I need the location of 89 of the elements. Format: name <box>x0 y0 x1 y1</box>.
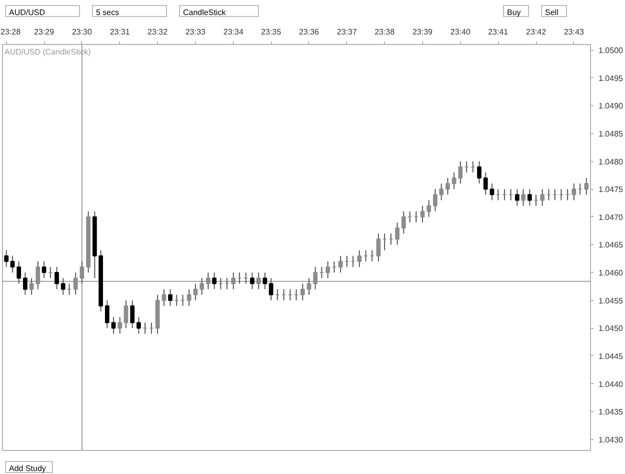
x-tick-label: 23:34 <box>223 28 244 36</box>
x-tick-label: 23:38 <box>374 28 396 36</box>
text: AUD/USD <box>9 7 46 18</box>
candlestick <box>36 260 40 290</box>
text: Sell <box>545 7 558 18</box>
candlestick <box>23 272 28 296</box>
y-tick-label: 1.0435 <box>598 408 624 417</box>
candlestick <box>206 272 210 290</box>
candlestick <box>60 278 66 296</box>
y-tick-label: 1.0490 <box>598 102 624 111</box>
text: Add Study <box>9 463 46 474</box>
candlestick <box>168 288 172 306</box>
candlestick <box>29 278 34 296</box>
y-tick-label: 1.0440 <box>598 380 624 389</box>
candlestick <box>357 250 362 268</box>
candlestick <box>256 272 261 290</box>
candlestick <box>130 300 135 329</box>
candlestick <box>514 188 520 206</box>
x-tick-label: 23:41 <box>488 28 509 36</box>
candlestick <box>527 188 532 206</box>
candlestick <box>268 278 274 301</box>
candlestick <box>483 172 488 196</box>
candlestick <box>306 278 312 296</box>
y-tick-label: 1.0465 <box>598 240 624 250</box>
y-tick-label: 1.0495 <box>598 74 624 83</box>
candlestick <box>73 272 78 296</box>
candlestick <box>300 283 305 301</box>
candlestick <box>10 255 15 274</box>
candlestick <box>42 260 46 279</box>
x-tick-label: 23:32 <box>148 28 168 36</box>
candlestick <box>250 272 254 290</box>
candlestick <box>193 283 198 301</box>
x-tick-label: 23:29 <box>34 28 55 36</box>
candlestick <box>118 316 122 334</box>
candlestick <box>458 160 463 184</box>
y-tick-label: 1.0475 <box>598 185 624 194</box>
candlestick <box>200 278 204 296</box>
candlestick <box>401 210 406 234</box>
y-tick-label: 1.0450 <box>598 324 624 334</box>
candlestick <box>452 172 456 190</box>
y-tick-label: 1.0455 <box>598 296 624 306</box>
candlestick <box>136 316 141 334</box>
y-tick-label: 1.0480 <box>598 157 624 166</box>
x-tick-label: 23:35 <box>261 28 282 36</box>
y-tick-label: 1.0470 <box>598 212 624 222</box>
candlestick <box>326 260 330 279</box>
text: 5 secs <box>96 7 120 18</box>
y-tick-label: 1.0500 <box>598 46 624 56</box>
candlestick <box>186 288 192 306</box>
candlestick <box>54 266 59 290</box>
candlestick <box>540 188 545 206</box>
x-tick-label: 23:39 <box>412 28 434 36</box>
text: Buy <box>507 7 521 18</box>
x-tick-label: 23:31 <box>110 28 130 36</box>
candlestick <box>104 300 110 329</box>
candlestick <box>231 272 236 290</box>
candlestick <box>313 266 318 290</box>
candlestick <box>572 183 576 201</box>
candlestick <box>338 255 343 274</box>
candlestick <box>80 260 84 284</box>
candlestick <box>111 316 116 334</box>
candlestick <box>420 205 425 223</box>
candlestick <box>262 272 268 290</box>
x-tick-label: 23:43 <box>564 28 584 36</box>
candlestick <box>584 177 589 196</box>
candlestick <box>426 200 432 218</box>
x-tick-label: 23:40 <box>450 28 471 36</box>
candlestick <box>395 222 400 246</box>
candlestick <box>490 183 494 201</box>
candlestick <box>376 233 381 262</box>
x-tick-label: 23:36 <box>298 28 320 36</box>
x-tick-label: 23:28 <box>0 28 22 36</box>
x-tick-label: 23:33 <box>185 28 206 36</box>
candlestick <box>477 160 482 184</box>
y-tick-label: 1.0445 <box>598 352 624 361</box>
x-tick-label: 23:37 <box>336 28 358 36</box>
candlestick <box>212 272 216 290</box>
candlestick <box>4 250 9 268</box>
candlestick <box>162 288 166 306</box>
x-tick-label: 23:42 <box>526 28 547 36</box>
y-tick-label: 1.0430 <box>598 435 624 444</box>
candlestick <box>446 177 450 196</box>
text: CandleStick <box>183 7 226 18</box>
x-tick-label: 23:30 <box>72 28 93 36</box>
candlestick <box>124 300 128 329</box>
candlestick <box>521 188 526 206</box>
y-tick-label: 1.0460 <box>598 268 624 278</box>
candlestick <box>16 260 22 284</box>
y-tick-label: 1.0485 <box>598 129 624 138</box>
